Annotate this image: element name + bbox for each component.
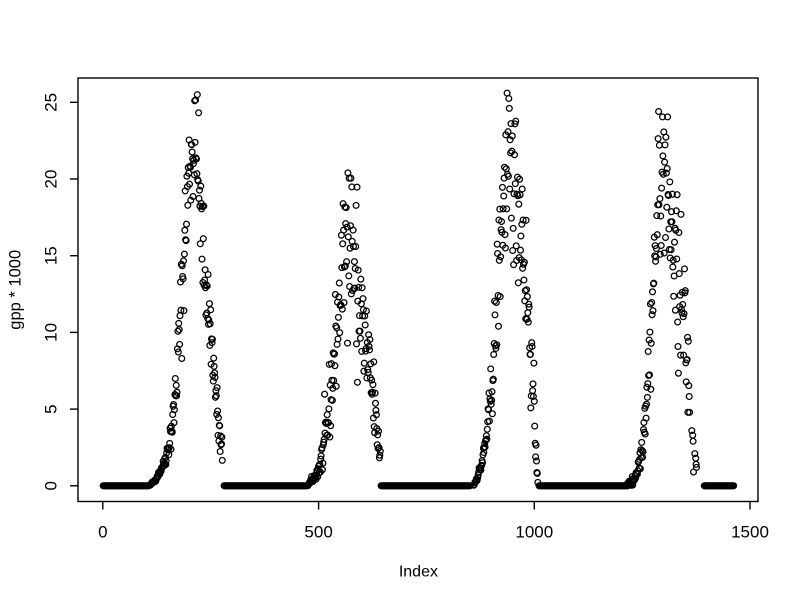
svg-text:25: 25 [42, 93, 61, 112]
svg-text:20: 20 [42, 170, 61, 189]
svg-text:gpp * 1000: gpp * 1000 [6, 250, 24, 330]
svg-text:15: 15 [42, 246, 61, 265]
svg-text:1000: 1000 [515, 523, 553, 542]
svg-text:10: 10 [42, 323, 61, 342]
svg-text:1500: 1500 [731, 523, 769, 542]
svg-text:0: 0 [98, 523, 107, 542]
svg-text:0: 0 [42, 481, 61, 490]
svg-text:500: 500 [304, 523, 332, 542]
svg-text:5: 5 [42, 404, 61, 413]
svg-text:Index: Index [399, 564, 438, 581]
